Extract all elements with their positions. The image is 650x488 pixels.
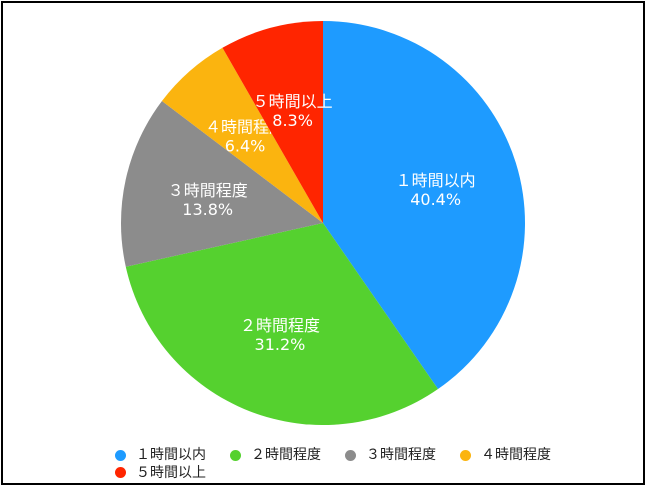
slice-value-label: 13.8% — [182, 200, 233, 219]
pie-slice-5 — [222, 21, 323, 223]
legend-label: ５時間以上 — [136, 464, 206, 481]
slice-value-label: 31.2% — [255, 335, 306, 354]
legend-item-1: １時間以内 — [115, 447, 206, 463]
legend-label: １時間以内 — [136, 447, 206, 463]
slice-value-label: 40.4% — [410, 190, 461, 209]
slice-label-2: ２時間程度 31.2% — [240, 316, 320, 354]
slice-category-label: １時間以内 — [396, 171, 476, 190]
legend-label: ２時間程度 — [251, 447, 321, 463]
slice-category-label: ２時間程度 — [240, 316, 320, 335]
pie-slice-2 — [125, 223, 439, 426]
pie-slice-3 — [121, 101, 323, 267]
slice-label-5: ５時間以上 8.3% — [253, 92, 333, 130]
pie-chart: １時間以内 40.4%２時間程度 31.2%３時間程度 13.8%４時間程度 6.4%５… — [121, 21, 525, 426]
legend-marker — [345, 449, 356, 461]
slice-value-label: 8.3% — [272, 111, 313, 130]
slice-value-label: 6.4% — [225, 136, 266, 155]
slice-label-3: ３時間程度 13.8% — [168, 181, 248, 219]
slice-category-label: ５時間以上 — [253, 92, 333, 111]
legend-label: ３時間程度 — [366, 447, 436, 463]
slice-category-label: ３時間程度 — [168, 181, 248, 200]
legend-marker — [115, 467, 126, 478]
legend-marker — [460, 449, 471, 461]
slice-label-4: ４時間程度 6.4% — [205, 117, 285, 155]
legend-marker — [115, 449, 126, 461]
legend-label: ４時間程度 — [481, 447, 551, 463]
legend-item-3: ３時間程度 — [345, 447, 436, 463]
legend-marker — [230, 449, 241, 461]
legend-item-2: ２時間程度 — [230, 447, 321, 463]
legend: １時間以内 ２時間程度 ３時間程度 ４時間程度 ５時間以上 — [115, 447, 625, 482]
slice-category-label: ４時間程度 — [205, 117, 285, 136]
legend-item-4: ４時間程度 — [460, 447, 551, 463]
pie-slice-1 — [323, 21, 525, 390]
legend-item-5: ５時間以上 — [115, 465, 206, 481]
pie-slice-4 — [161, 47, 323, 223]
slice-label-1: １時間以内 40.4% — [396, 171, 476, 209]
